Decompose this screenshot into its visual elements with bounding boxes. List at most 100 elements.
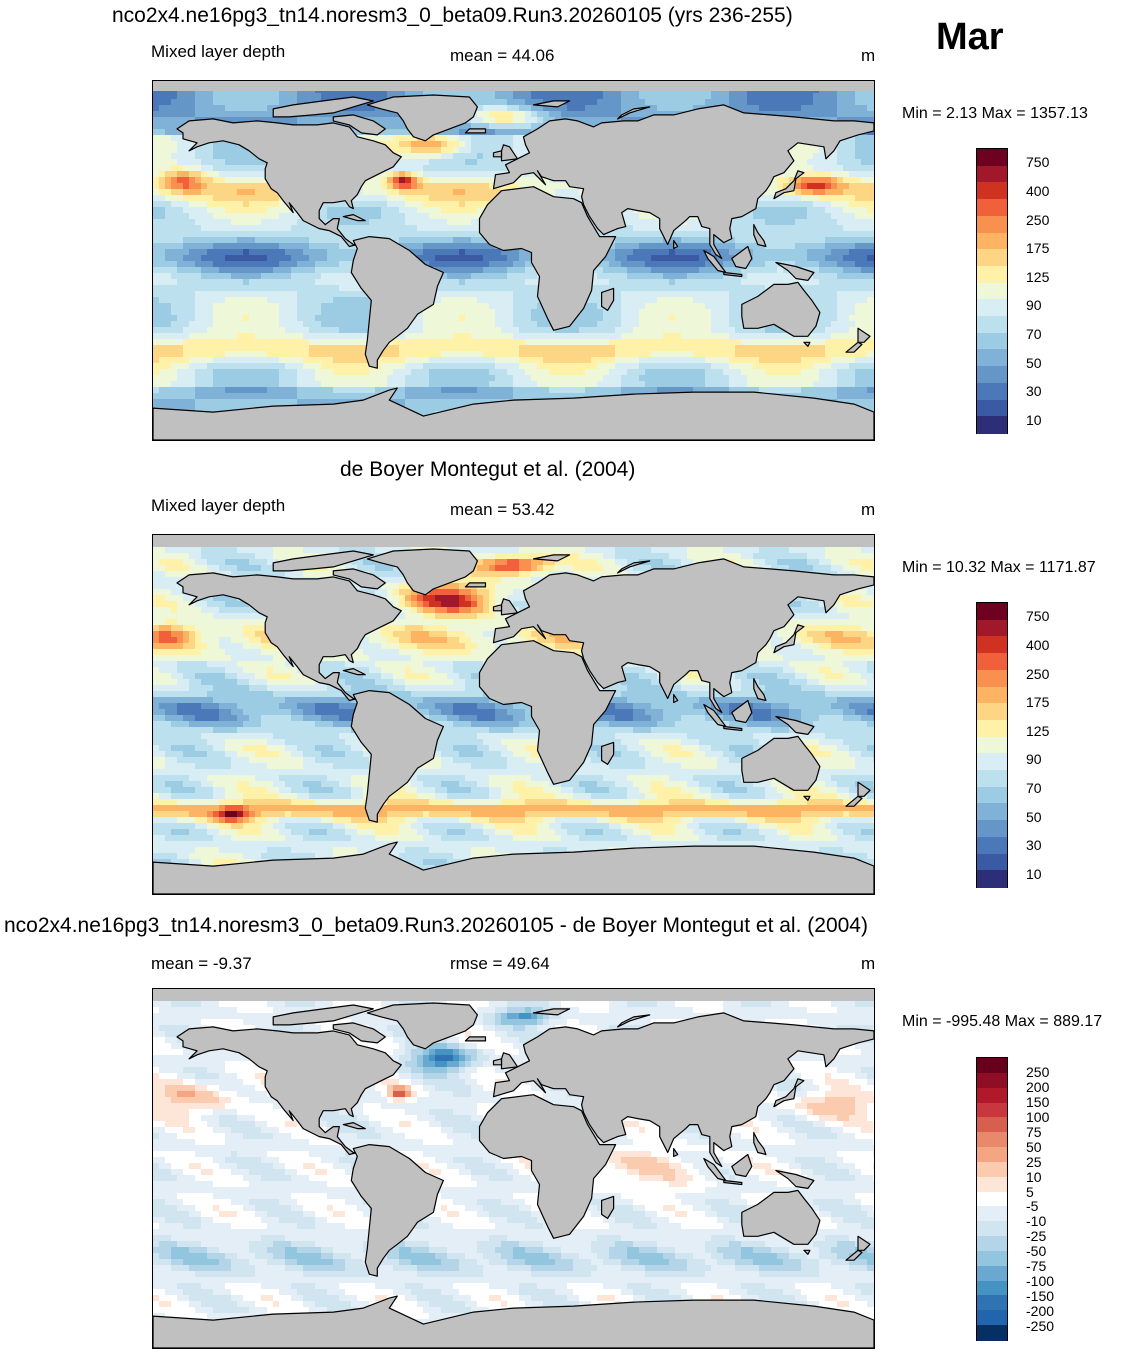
colorbar-swatch xyxy=(977,1102,1007,1118)
land-masses xyxy=(153,1002,874,1348)
panel3-title: nco2x4.ne16pg3_tn14.noresm3_0_beta09.Run… xyxy=(4,914,868,938)
colorbar-swatch xyxy=(977,736,1007,754)
colorbar-swatch xyxy=(977,820,1007,838)
polar-mask xyxy=(153,81,874,91)
colorbar-tick-label: -200 xyxy=(1026,1303,1054,1319)
colorbar-swatch xyxy=(977,199,1007,217)
panel1-map xyxy=(152,80,875,441)
colorbar-tick-label: 90 xyxy=(1026,297,1042,313)
colorbar-swatch xyxy=(977,332,1007,351)
colorbar-swatch xyxy=(977,1295,1007,1311)
colorbar-swatch xyxy=(977,232,1007,250)
colorbar-swatch xyxy=(977,1117,1007,1133)
colorbar-tick-label: 750 xyxy=(1026,154,1049,170)
colorbar-tick-label: 70 xyxy=(1026,780,1042,796)
colorbar-swatch xyxy=(977,1221,1007,1237)
colorbar-swatch xyxy=(977,416,1007,434)
colorbar-tick-label: 100 xyxy=(1026,1109,1049,1125)
colorbar-tick-label: 175 xyxy=(1026,240,1049,256)
colorbar-tick-label: 250 xyxy=(1026,1064,1049,1080)
colorbar-tick-label: 125 xyxy=(1026,723,1049,739)
colorbar-swatch xyxy=(977,786,1007,805)
panel3-rmse-label: rmse = 49.64 xyxy=(450,954,550,974)
colorbar-swatch xyxy=(977,265,1007,284)
colorbar-swatch xyxy=(977,853,1007,871)
land-masses xyxy=(153,94,874,440)
colorbar-swatch xyxy=(977,603,1007,621)
colorbar-swatch xyxy=(977,1280,1007,1297)
panel3-minmax: Min = -995.48 Max = 889.17 xyxy=(902,1013,1102,1031)
colorbar-swatch xyxy=(977,149,1007,167)
colorbar-swatch xyxy=(977,803,1007,821)
polar-mask xyxy=(153,989,874,1001)
colorbar-swatch xyxy=(977,836,1007,855)
colorbar-tick-label: -50 xyxy=(1026,1243,1046,1259)
panel2-minmax: Min = 10.32 Max = 1171.87 xyxy=(902,559,1096,577)
colorbar-tick-label: -150 xyxy=(1026,1288,1054,1304)
colorbar-swatch xyxy=(977,182,1007,200)
colorbar-swatch xyxy=(977,399,1007,417)
colorbar-swatch xyxy=(977,249,1007,267)
colorbar-tick-label: -5 xyxy=(1026,1198,1038,1214)
colorbar-tick-label: 10 xyxy=(1026,866,1042,882)
colorbar-swatch xyxy=(977,1087,1007,1104)
colorbar-tick-label: 10 xyxy=(1026,1169,1042,1185)
colorbar-tick-label: 70 xyxy=(1026,326,1042,342)
colorbar-tick-label: 200 xyxy=(1026,1079,1049,1095)
colorbar-tick-label: 250 xyxy=(1026,666,1049,682)
colorbar-swatch xyxy=(977,1236,1007,1252)
colorbar-swatch xyxy=(977,316,1007,334)
panel1-variable-label: Mixed layer depth xyxy=(151,42,285,62)
panel1-units-label: m xyxy=(861,46,875,66)
land-masses xyxy=(153,548,874,894)
colorbar-swatch xyxy=(977,619,1007,637)
colorbar-swatch xyxy=(977,686,1007,704)
panel1-colorbar-labels: 750 400 250 175 125 90 70 50 30 10 xyxy=(1026,148,1106,434)
panel1-title: nco2x4.ne16pg3_tn14.noresm3_0_beta09.Run… xyxy=(112,4,793,28)
colorbar-swatch xyxy=(977,1250,1007,1267)
colorbar-swatch xyxy=(977,349,1007,367)
colorbar-tick-label: -75 xyxy=(1026,1258,1046,1274)
colorbar-swatch xyxy=(977,870,1007,888)
colorbar-swatch xyxy=(977,165,1007,183)
colorbar-swatch xyxy=(977,1206,1007,1222)
colorbar-tick-label: 750 xyxy=(1026,608,1049,624)
panel2-colorbar xyxy=(976,602,1008,888)
colorbar-swatch xyxy=(977,382,1007,401)
colorbar-swatch xyxy=(977,1161,1007,1178)
panel1-mean-label: mean = 44.06 xyxy=(450,46,554,66)
panel1-minmax: Min = 2.13 Max = 1357.13 xyxy=(902,105,1088,123)
colorbar-swatch xyxy=(977,299,1007,317)
colorbar-tick-label: 5 xyxy=(1026,1184,1034,1200)
colorbar-tick-label: -250 xyxy=(1026,1318,1054,1334)
colorbar-swatch xyxy=(977,653,1007,671)
colorbar-tick-label: 25 xyxy=(1026,1154,1042,1170)
colorbar-swatch xyxy=(977,1132,1007,1148)
colorbar-tick-label: -25 xyxy=(1026,1228,1046,1244)
colorbar-tick-label: 125 xyxy=(1026,269,1049,285)
colorbar-swatch xyxy=(977,1072,1007,1089)
panel2-map xyxy=(152,534,875,895)
panel3-colorbar xyxy=(976,1057,1008,1341)
panel2-title: de Boyer Montegut et al. (2004) xyxy=(340,458,635,482)
colorbar-tick-label: 50 xyxy=(1026,1139,1042,1155)
panel3-colorbar-labels: 250 200 150 100 75 50 25 10 5 -5 -10 -25 -50 -75 -100-… xyxy=(1026,1057,1106,1341)
colorbar-tick-label: 400 xyxy=(1026,183,1049,199)
colorbar-swatch xyxy=(977,1325,1007,1341)
colorbar-swatch xyxy=(977,282,1007,300)
colorbar-swatch xyxy=(977,669,1007,688)
panel3-units-label: m xyxy=(861,954,875,974)
colorbar-tick-label: 50 xyxy=(1026,809,1042,825)
colorbar-tick-label: 75 xyxy=(1026,1124,1042,1140)
colorbar-swatch xyxy=(977,1191,1007,1207)
colorbar-tick-label: 150 xyxy=(1026,1094,1049,1110)
panel3-mean-label: mean = -9.37 xyxy=(151,954,252,974)
colorbar-tick-label: 90 xyxy=(1026,751,1042,767)
colorbar-swatch xyxy=(977,1147,1007,1163)
colorbar-swatch xyxy=(977,753,1007,771)
panel2-variable-label: Mixed layer depth xyxy=(151,496,285,516)
colorbar-swatch xyxy=(977,636,1007,654)
colorbar-swatch xyxy=(977,719,1007,738)
colorbar-swatch xyxy=(977,770,1007,788)
panel2-colorbar-labels: 750 400 250 175 125 90 70 50 30 10 xyxy=(1026,602,1106,888)
